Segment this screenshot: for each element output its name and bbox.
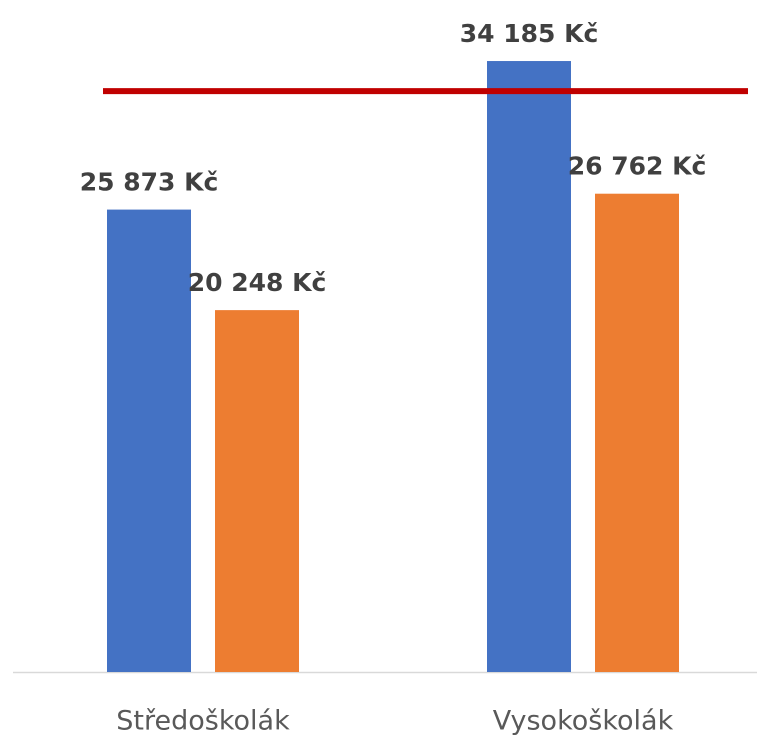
x-tick-label: Vysokoškolák xyxy=(493,706,674,737)
data-label: 20 248 Kč xyxy=(188,268,327,297)
data-label: 26 762 Kč xyxy=(568,152,707,181)
data-label: 34 185 Kč xyxy=(460,19,599,48)
bar xyxy=(595,193,679,672)
bar xyxy=(487,61,571,672)
bar xyxy=(215,310,299,672)
bar xyxy=(107,209,191,673)
x-tick-label: Středoškolák xyxy=(116,706,290,737)
data-label: 25 873 Kč xyxy=(80,168,219,197)
